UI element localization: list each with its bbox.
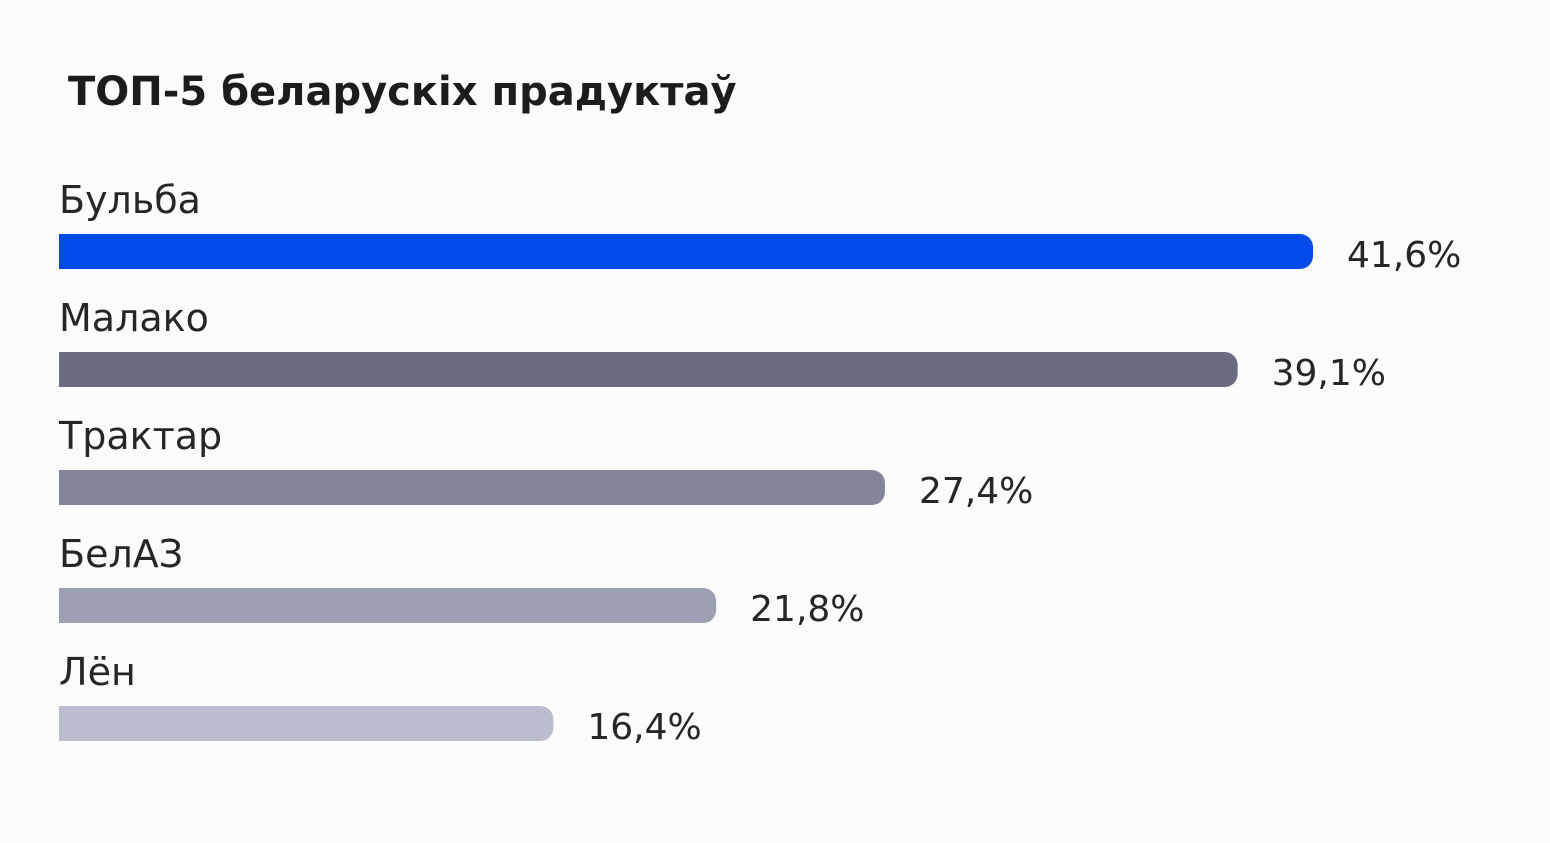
value-label: 39,1% [1272,353,1386,394]
category-label: БелАЗ [59,532,183,576]
category-label: Лён [59,650,136,694]
bar [59,588,717,623]
bar [59,470,885,505]
value-label: 16,4% [587,707,701,748]
category-label: Трактар [58,414,222,458]
value-label: 41,6% [1347,235,1461,276]
bar [59,706,554,741]
bar [59,234,1313,269]
value-label: 27,4% [919,471,1033,512]
category-label: Бульба [59,178,201,222]
value-label: 21,8% [750,589,864,630]
category-label: Малако [59,296,209,340]
chart-title: ТОП-5 беларускіх прадуктаў [68,69,737,115]
bar [59,352,1238,387]
